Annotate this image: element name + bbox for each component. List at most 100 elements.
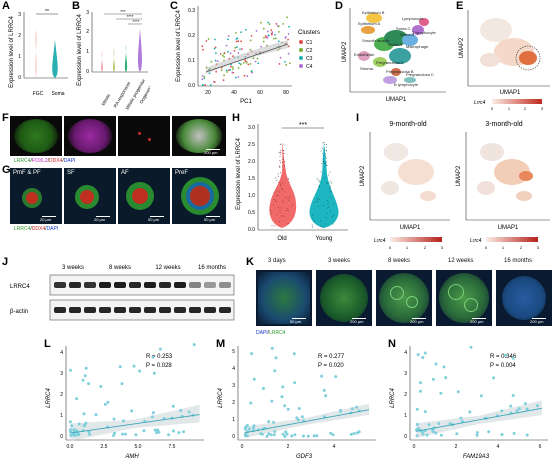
lrrc4-band: [204, 282, 216, 288]
jitter-point: [284, 196, 286, 198]
scatter-point: [87, 382, 90, 386]
lrrc4-band: [69, 282, 81, 288]
scatter-point: [249, 401, 253, 405]
svg-text:0.2: 0.2: [188, 33, 195, 39]
beta-actin-band: [99, 307, 111, 313]
beta-actin-band: [174, 307, 186, 313]
scatter-point: [251, 71, 253, 74]
jitter-point: [283, 191, 285, 193]
svg-text:0.0: 0.0: [248, 227, 255, 233]
scatter-point: [70, 424, 74, 428]
scatter-point: [214, 38, 216, 41]
scatter-point: [504, 353, 508, 357]
svg-text:β-actin: β-actin: [10, 309, 28, 315]
panel-k-age-row: 3 days 3 weeks 8 weeks 12 weeks 16 month…: [268, 258, 533, 264]
svg-text:Stroma: Stroma: [360, 66, 374, 71]
scatter-point: [271, 31, 274, 34]
scatter-point: [187, 410, 191, 414]
svg-text:3: 3: [537, 245, 540, 250]
svg-text:6: 6: [539, 444, 542, 450]
jitter-point: [330, 190, 332, 192]
scatter-point: [75, 429, 79, 433]
scatter-point: [517, 407, 521, 411]
panel-a-ylabel: Expression level of LRRC4: [9, 15, 15, 87]
scatter-point: [415, 422, 419, 426]
lrrc4-band: [189, 282, 201, 288]
panel-a-ytick: 2: [18, 33, 21, 39]
svg-text:PC1: PC1: [240, 99, 252, 105]
svg-text:80: 80: [283, 90, 289, 96]
scatter-point: [423, 351, 427, 355]
scatter-point: [278, 63, 281, 65]
scatter-point: [207, 38, 210, 40]
svg-text:1: 1: [232, 417, 235, 423]
scatter-point: [69, 433, 73, 437]
svg-text:4: 4: [60, 350, 63, 356]
jitter-point: [324, 143, 326, 145]
scatter-point: [124, 432, 127, 436]
panel-label-m: M: [216, 338, 226, 350]
panel-h-violin-plot: Expression level of LRRC4 0.0 0.5 1.0 1.…: [236, 122, 348, 242]
scatter-point: [216, 60, 219, 63]
scatter-point: [273, 430, 277, 433]
jitter-point: [326, 144, 328, 146]
jitter-point: [279, 166, 281, 168]
scatter-point: [204, 84, 207, 86]
svg-text:7.5: 7.5: [169, 444, 176, 450]
jitter-point: [317, 200, 319, 202]
svg-text:4: 4: [232, 366, 235, 372]
svg-text:0: 0: [389, 245, 392, 250]
svg-text:3.0: 3.0: [248, 125, 255, 131]
scatter-point: [500, 433, 504, 436]
jitter-point: [281, 188, 283, 190]
svg-text:0: 0: [404, 434, 407, 440]
jitter-point: [276, 179, 278, 181]
jitter-point: [327, 200, 329, 201]
svg-text:2.0: 2.0: [248, 159, 255, 165]
jitter-point: [325, 163, 327, 165]
beta-actin-band: [144, 307, 156, 313]
scatter-point: [219, 53, 222, 55]
scatter-point: [456, 390, 460, 394]
svg-text:C1: C1: [306, 40, 313, 46]
scatter-point: [233, 50, 236, 52]
scatter-point: [249, 39, 252, 42]
scatter-point: [431, 377, 435, 381]
scatter-point: [202, 84, 205, 86]
scatter-point: [475, 431, 479, 434]
scatter-point: [239, 63, 242, 66]
svg-text:AMH: AMH: [124, 454, 139, 460]
svg-text:0.5: 0.5: [248, 210, 255, 216]
panel-f-ddx4-image: [118, 116, 170, 156]
scatter-point: [320, 374, 324, 378]
scatter-point: [272, 433, 276, 437]
jitter-point: [332, 223, 334, 225]
scatter-point: [290, 434, 294, 438]
scatter-point: [112, 417, 116, 421]
scatter-point: [295, 416, 299, 420]
jitter-point: [314, 220, 316, 222]
scatter-point: [296, 418, 300, 422]
scatter-point: [130, 409, 134, 413]
violin-old: [269, 142, 297, 228]
scatter-point: [82, 412, 86, 416]
svg-text:Epithelium B: Epithelium B: [362, 10, 385, 15]
scatter-point: [221, 54, 224, 57]
scatter-point: [192, 343, 196, 347]
lrrc4-band: [174, 282, 186, 288]
scatter-point: [267, 21, 270, 24]
scatter-point: [214, 46, 217, 49]
svg-text:R = 0.253: R = 0.253: [146, 354, 173, 360]
scatter-point: [247, 63, 250, 66]
scatter-point: [289, 62, 291, 65]
scatter-point: [151, 355, 155, 359]
svg-text:2: 2: [524, 106, 527, 111]
svg-text:3 weeks: 3 weeks: [62, 265, 84, 271]
panel-a-ytick: 3: [18, 12, 21, 18]
scatter-point: [285, 36, 287, 38]
scatter-point: [142, 429, 146, 433]
scatter-point: [81, 378, 85, 382]
svg-text:16 months: 16 months: [198, 265, 226, 271]
jitter-point: [275, 199, 276, 201]
scatter-point: [248, 427, 252, 431]
